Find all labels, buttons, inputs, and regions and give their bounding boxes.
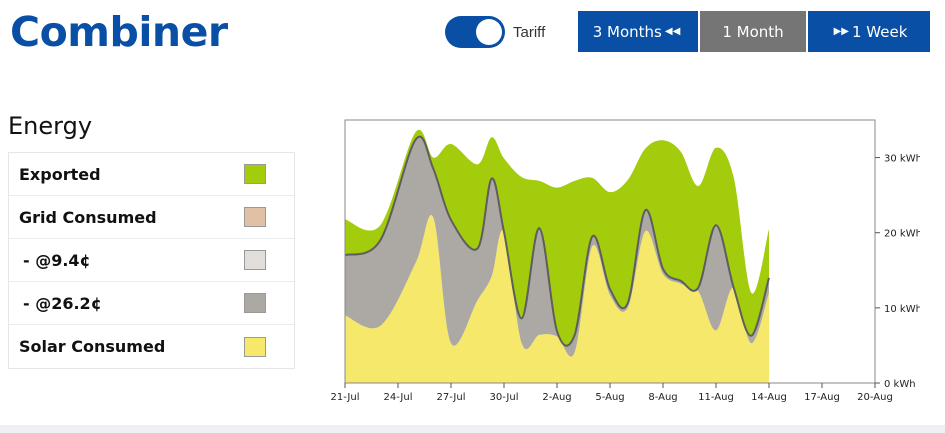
one-month-button[interactable]: 1 Month: [700, 11, 806, 52]
legend-swatch: [244, 207, 266, 227]
x-tick-label: 8-Aug: [648, 392, 677, 403]
area-exported: [345, 129, 769, 346]
one-month-label: 1 Month: [722, 22, 784, 41]
legend-item-rate-high[interactable]: - @26.2¢: [9, 282, 294, 325]
x-tick-label: 24-Jul: [384, 392, 413, 403]
legend-label: - @26.2¢: [23, 293, 102, 313]
x-tick-label: 2-Aug: [542, 392, 571, 403]
y-tick-label: 30 kWh: [884, 154, 920, 165]
y-tick-label: 0 kWh: [884, 379, 916, 390]
tariff-label: Tariff: [513, 23, 546, 41]
footer-bar: [0, 425, 945, 433]
app-title: Combiner: [10, 8, 228, 56]
y-tick-label: 10 kWh: [884, 304, 920, 315]
area-solar-consumed: [345, 215, 769, 383]
tariff-toggle[interactable]: [445, 16, 505, 48]
legend-label: Grid Consumed: [19, 207, 157, 227]
energy-section-title: Energy: [8, 112, 93, 140]
three-months-button[interactable]: 3 Months ◀◀: [578, 11, 698, 52]
toggle-knob: [476, 19, 502, 45]
one-week-label: 1 Week: [851, 22, 908, 41]
one-week-button[interactable]: ▶▶ 1 Week: [808, 11, 930, 52]
energy-legend: Exported Grid Consumed - @9.4¢ - @26.2¢ …: [8, 152, 295, 369]
legend-swatch: [244, 293, 266, 313]
x-tick-label: 5-Aug: [595, 392, 624, 403]
rewind-icon: ◀◀: [664, 26, 681, 37]
area-grid-rate-high: [345, 136, 769, 357]
x-tick-label: 20-Aug: [857, 392, 893, 403]
legend-swatch: [244, 250, 266, 270]
legend-swatch: [244, 336, 266, 357]
legend-item-rate-low[interactable]: - @9.4¢: [9, 239, 294, 282]
x-tick-label: 14-Aug: [751, 392, 787, 403]
x-tick-label: 27-Jul: [437, 392, 466, 403]
legend-item-solar-consumed[interactable]: Solar Consumed: [9, 325, 294, 368]
three-months-label: 3 Months: [592, 22, 662, 41]
legend-item-exported[interactable]: Exported: [9, 153, 294, 196]
x-tick-label: 30-Jul: [490, 392, 519, 403]
x-tick-label: 17-Aug: [804, 392, 840, 403]
x-tick-label: 11-Aug: [698, 392, 734, 403]
legend-label: Exported: [19, 164, 101, 184]
range-selector: 3 Months ◀◀ 1 Month ▶▶ 1 Week: [578, 11, 930, 52]
tariff-toggle-group: Tariff: [445, 16, 545, 48]
legend-label: - @9.4¢: [23, 250, 91, 270]
fast-forward-icon: ▶▶: [833, 26, 849, 37]
energy-chart: 0 kWh 10 kWh 20 kWh 30 kWh 21-Jul 24-Jul 27-Ju…: [331, 119, 920, 403]
legend-item-grid-consumed[interactable]: Grid Consumed: [9, 196, 294, 239]
y-tick-label: 20 kWh: [884, 229, 920, 240]
x-tick-label: 21-Jul: [331, 392, 360, 403]
legend-swatch: [244, 164, 266, 184]
consumption-line: [345, 135, 770, 347]
legend-label: Solar Consumed: [19, 337, 166, 356]
chart-series-group: [345, 129, 770, 383]
